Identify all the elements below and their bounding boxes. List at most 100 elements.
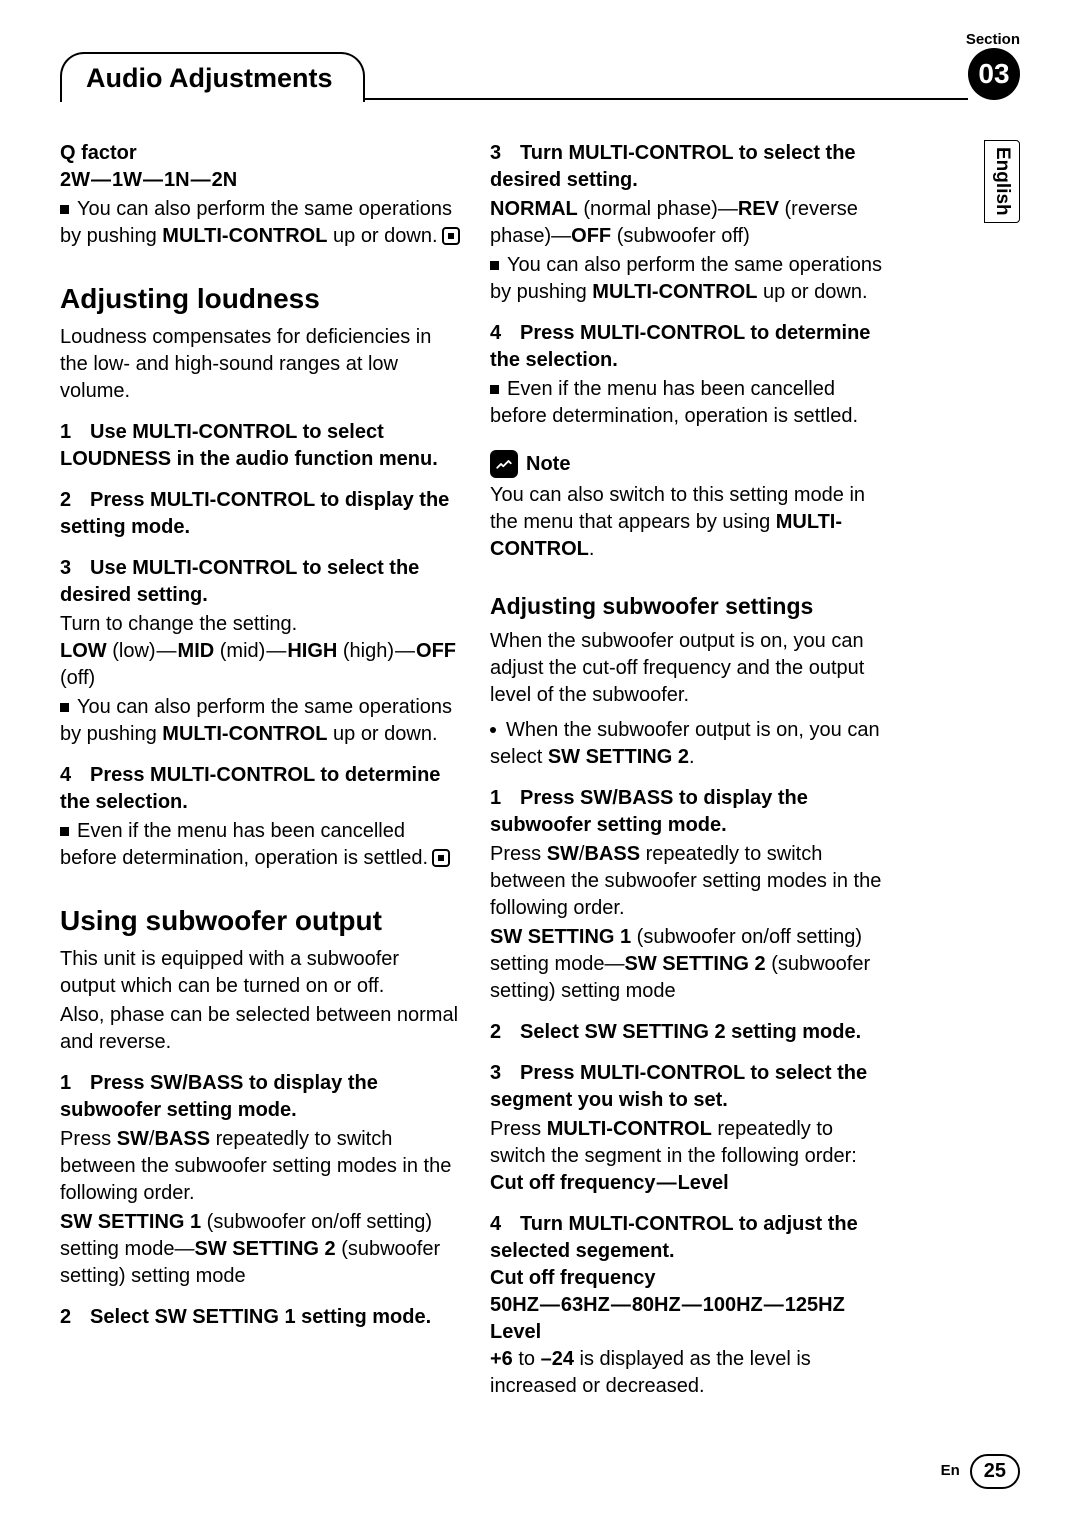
step-num: 3 [490,1060,520,1087]
step-num: 3 [490,140,520,167]
step-text: Press MULTI-CONTROL to determine the sel… [60,764,440,813]
text: SW SETTING 2 [625,953,766,975]
subset-heading: Adjusting subwoofer settings [490,591,890,622]
opt: LOW [60,640,107,662]
text: MULTI-CONTROL [592,281,757,303]
subset-s1-sub: Press SW/BASS repeatedly to switch betwe… [490,841,890,922]
loudness-step-1: 1Use MULTI-CONTROL to select LOUDNESS in… [60,419,460,473]
loudness-s3-sub: Turn to change the setting. [60,611,460,638]
qfactor-title: Q factor [60,140,460,167]
right-step-3: 3Turn MULTI-CONTROL to select the desire… [490,140,890,194]
freq: 63HZ [561,1294,610,1316]
text: MULTI-CONTROL [162,723,327,745]
text: Cut off frequency [490,1172,656,1194]
step-text: Press SW/BASS to display the subwoofer s… [60,1072,378,1121]
qfactor-values: 2W—1W—1N—2N [60,167,460,194]
step-text: Press MULTI-CONTROL to determine the sel… [490,322,870,371]
text: –24 [541,1348,574,1370]
subout-heading: Using subwoofer output [60,902,460,940]
loudness-heading: Adjusting loudness [60,280,460,318]
loudness-intro: Loudness compensates for deficiencies in… [60,324,460,405]
step-text: Press MULTI-CONTROL to display the setti… [60,489,449,538]
loudness-off-paren: (off) [60,665,460,692]
opt-p: (low) [107,640,156,662]
bullet-icon [60,703,69,712]
opt: MID [178,640,215,662]
loudness-options: LOW (low)—MID (mid)—HIGH (high)—OFF [60,638,460,665]
subout-intro2: Also, phase can be selected between norm… [60,1002,460,1056]
text: up or down. [327,723,437,745]
text: (subwoofer off) [611,225,750,247]
freq: 125HZ [785,1294,845,1316]
subset-bullet: When the subwoofer output is on, you can… [490,717,890,771]
opt: HIGH [287,640,337,662]
step-text: Press MULTI-CONTROL to select the segmen… [490,1062,867,1111]
footer-lang: En [941,1461,960,1481]
subout-s1-modes: SW SETTING 1 (subwoofer on/off setting) … [60,1209,460,1290]
text: NORMAL [490,198,578,220]
right-step-4: 4Press MULTI-CONTROL to determine the se… [490,320,890,374]
opt-p: (mid) [214,640,265,662]
end-mark-icon [442,227,460,245]
freq: 100HZ [703,1294,763,1316]
subset-step-3: 3Press MULTI-CONTROL to select the segme… [490,1060,890,1114]
bullet-dot-icon [490,727,496,733]
step-num: 2 [60,1304,90,1331]
step-text: Press SW/BASS to display the subwoofer s… [490,787,808,836]
opt-p: (high) [337,640,394,662]
note-icon [490,450,518,478]
subset-step-1: 1Press SW/BASS to display the subwoofer … [490,785,890,839]
step-num: 4 [490,320,520,347]
text: BASS [584,843,640,865]
subset-intro: When the subwoofer output is on, you can… [490,628,890,709]
text: BASS [154,1128,210,1150]
qfactor-v1: 1W [112,169,142,191]
step-num: 3 [60,555,90,582]
text: SW SETTING 2 [548,746,689,768]
subset-s3-sub: Press MULTI-CONTROL repeatedly to switch… [490,1116,890,1170]
text: Press [490,843,547,865]
step-text: Select SW SETTING 1 setting mode. [90,1306,431,1328]
right-s3-note: You can also perform the same operations… [490,252,890,306]
qfactor-v3: 2N [212,169,238,191]
step-text: Use MULTI-CONTROL to select LOUDNESS in … [60,421,438,470]
subset-cof-label: Cut off frequency [490,1265,890,1292]
subset-freqs: 50HZ—63HZ—80HZ—100HZ—125HZ [490,1292,890,1319]
text: Level [678,1172,729,1194]
right-s4-note: Even if the menu has been cancelled befo… [490,376,890,430]
text: Even if the menu has been cancelled befo… [60,820,428,869]
loudness-s3-note: You can also perform the same operations… [60,694,460,748]
step-num: 4 [60,762,90,789]
text: (normal phase)— [578,198,738,220]
page-footer: En 25 [941,1454,1020,1489]
bullet-icon [60,827,69,836]
subout-s1-sub: Press SW/BASS repeatedly to switch betwe… [60,1126,460,1207]
bullet-icon [60,205,69,214]
step-num: 1 [60,1070,90,1097]
text: . [589,538,595,560]
loudness-step-4: 4Press MULTI-CONTROL to determine the se… [60,762,460,816]
subout-step-2: 2Select SW SETTING 1 setting mode. [60,1304,460,1331]
subset-step-4: 4Turn MULTI-CONTROL to adjust the select… [490,1211,890,1265]
text: — [657,1172,677,1194]
opt: OFF [416,640,456,662]
freq: 80HZ [632,1294,681,1316]
tab-header: Audio Adjustments 03 [60,52,1020,100]
qfactor-v2: 1N [164,169,190,191]
text: SW SETTING 1 [60,1211,201,1233]
step-num: 1 [490,785,520,812]
bullet-icon [490,261,499,270]
text: Press [60,1128,117,1150]
text: SW [117,1128,149,1150]
step-num: 2 [60,487,90,514]
text: +6 [490,1348,513,1370]
step-text: Turn MULTI-CONTROL to adjust the selecte… [490,1213,858,1262]
text: MULTI-CONTROL [162,225,327,247]
step-num: 1 [60,419,90,446]
note-text: You can also switch to this setting mode… [490,482,890,563]
text: Press [490,1118,547,1140]
subset-s3-segments: Cut off frequency—Level [490,1170,890,1197]
step-num: 4 [490,1211,520,1238]
subset-level-line: +6 to –24 is displayed as the level is i… [490,1346,890,1400]
language-tab: English [984,140,1020,223]
